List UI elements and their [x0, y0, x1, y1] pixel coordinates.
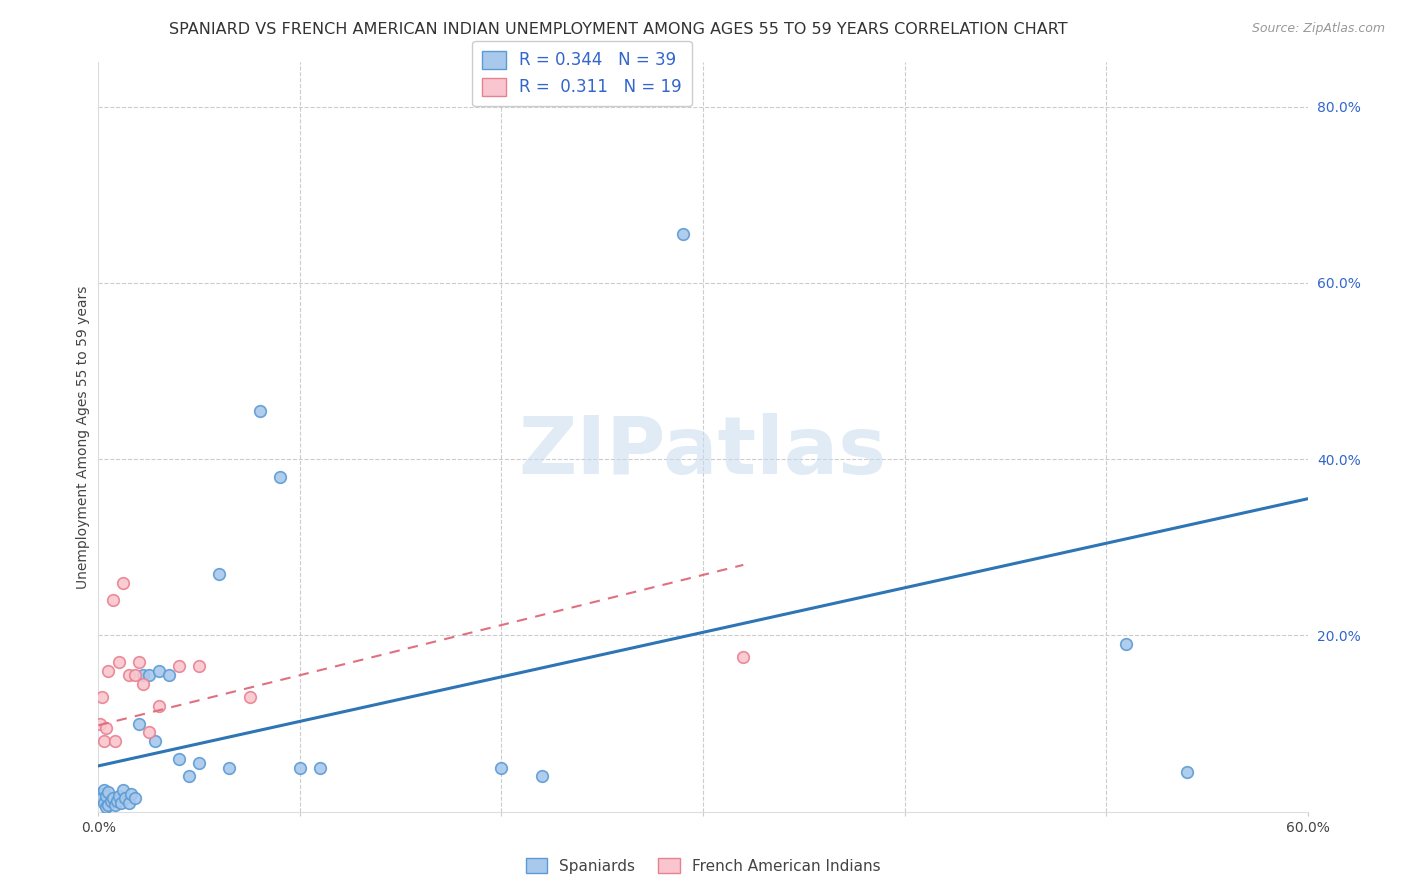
Point — [93, 734, 115, 748]
Point — [157, 668, 180, 682]
Point — [288, 761, 311, 775]
Point — [208, 566, 231, 581]
Text: Source: ZipAtlas.com: Source: ZipAtlas.com — [1251, 22, 1385, 36]
Point — [110, 796, 132, 810]
Point — [118, 668, 141, 682]
Point — [249, 403, 271, 417]
Point — [89, 787, 111, 801]
Point — [128, 716, 150, 731]
Point — [93, 796, 115, 810]
Point — [107, 789, 129, 803]
Point — [96, 789, 118, 803]
Point — [132, 668, 155, 682]
Point — [96, 721, 118, 735]
Point — [672, 227, 695, 242]
Point — [239, 690, 262, 705]
Point — [103, 734, 125, 748]
Y-axis label: Unemployment Among Ages 55 to 59 years: Unemployment Among Ages 55 to 59 years — [76, 285, 90, 589]
Point — [91, 791, 114, 805]
Point — [101, 791, 124, 805]
Text: SPANIARD VS FRENCH AMERICAN INDIAN UNEMPLOYMENT AMONG AGES 55 TO 59 YEARS CORREL: SPANIARD VS FRENCH AMERICAN INDIAN UNEMP… — [169, 22, 1069, 37]
Point — [118, 796, 141, 810]
Point — [124, 791, 146, 805]
Point — [97, 797, 120, 812]
Point — [93, 782, 115, 797]
Point — [101, 593, 124, 607]
Point — [530, 769, 553, 783]
Point — [124, 668, 146, 682]
Point — [309, 761, 332, 775]
Point — [218, 761, 240, 775]
Point — [733, 650, 755, 665]
Point — [148, 664, 170, 678]
Point — [143, 734, 166, 748]
Point — [111, 782, 134, 797]
Legend: R = 0.344   N = 39, R =  0.311   N = 19: R = 0.344 N = 39, R = 0.311 N = 19 — [472, 41, 692, 106]
Point — [107, 655, 129, 669]
Point — [97, 664, 120, 678]
Point — [105, 794, 128, 808]
Point — [138, 725, 160, 739]
Point — [111, 575, 134, 590]
Point — [97, 785, 120, 799]
Point — [132, 677, 155, 691]
Point — [114, 791, 136, 805]
Point — [269, 469, 291, 483]
Point — [188, 659, 211, 673]
Point — [89, 716, 111, 731]
Legend: Spaniards, French American Indians: Spaniards, French American Indians — [519, 852, 887, 880]
Text: ZIPatlas: ZIPatlas — [519, 413, 887, 491]
Point — [167, 659, 190, 673]
Point — [120, 787, 142, 801]
Point — [138, 668, 160, 682]
Point — [100, 794, 122, 808]
Point — [188, 756, 211, 771]
Point — [91, 690, 114, 705]
Point — [491, 761, 513, 775]
Point — [167, 752, 190, 766]
Point — [179, 769, 201, 783]
Point — [1115, 637, 1137, 651]
Point — [148, 698, 170, 713]
Point — [128, 655, 150, 669]
Point — [103, 797, 125, 812]
Point — [96, 800, 118, 814]
Point — [1175, 765, 1198, 780]
